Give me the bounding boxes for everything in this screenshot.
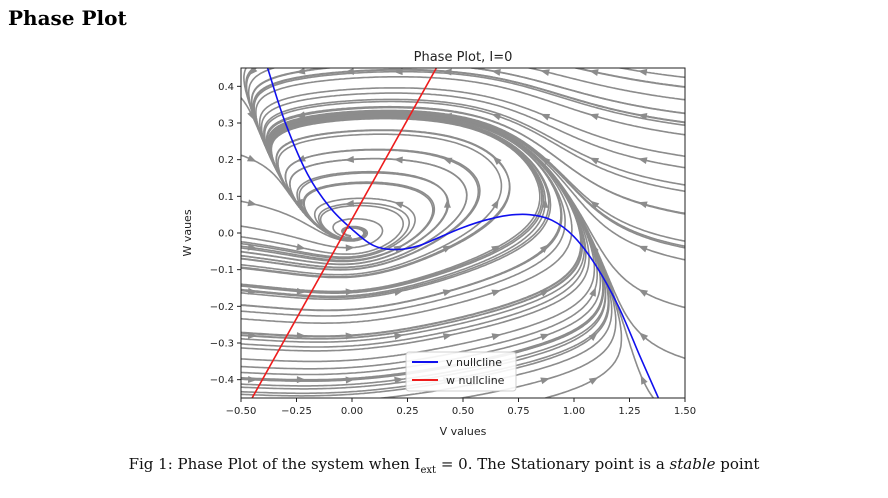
- legend-label-v-nullcline: v nullcline: [446, 356, 502, 369]
- caption-text: Fig 1: Phase Plot of the system when I: [128, 455, 421, 473]
- streamline-arrow: [588, 377, 599, 385]
- streamline-arrow: [637, 68, 648, 76]
- streamline-arrow: [345, 244, 355, 252]
- streamline-arrow: [394, 332, 404, 340]
- y-tick-label: −0.4: [210, 375, 234, 386]
- x-tick-label: 1.50: [674, 406, 696, 417]
- caption-subscript: ext: [420, 465, 437, 476]
- streamline-arrow: [590, 200, 600, 209]
- streamline-arrow: [540, 377, 550, 385]
- y-tick-label: −0.2: [210, 302, 234, 313]
- y-tick-label: −0.1: [210, 265, 234, 276]
- figure-caption: Fig 1: Phase Plot of the system when Iex…: [0, 455, 888, 476]
- streamline-arrow: [345, 376, 355, 384]
- streamline-arrow: [637, 157, 648, 165]
- streamline-arrow: [540, 69, 550, 77]
- caption-text-middle: = 0. The Stationary point is a: [436, 455, 670, 473]
- y-tick-label: 0.3: [218, 119, 234, 130]
- phase-plot-chart: Phase Plot, I=0 −0.50 −0.25 0.00 0.25 0.50 0.…: [181, 50, 696, 438]
- streamline-arrow: [442, 333, 453, 340]
- streamline-arrow: [296, 243, 306, 251]
- streamline-arrow: [589, 287, 596, 297]
- x-tick-label: 0.75: [507, 406, 529, 417]
- caption-text-suffix: point: [715, 455, 760, 473]
- x-axis-ticks: −0.50 −0.25 0.00 0.25 0.50 0.75 1.00 1.25 1.50: [226, 398, 696, 417]
- streamline-arrow: [247, 199, 257, 207]
- x-tick-label: −0.25: [281, 406, 312, 417]
- y-axis-label: W vaues: [181, 209, 194, 256]
- streamline-arrow: [638, 201, 648, 209]
- y-tick-label: 0.2: [218, 155, 234, 166]
- streamline-arrow: [248, 68, 258, 76]
- streamline-arrow: [588, 332, 598, 341]
- streamline-arrow: [491, 113, 502, 121]
- streamline-arrow: [296, 376, 306, 384]
- streamline-arrow: [639, 332, 649, 341]
- streamline-arrow: [540, 113, 551, 121]
- series-line-w-nullcline: [251, 68, 438, 398]
- streamlines: [241, 68, 685, 398]
- streamline-arrow: [541, 156, 551, 165]
- streamline-arrow: [589, 69, 599, 76]
- caption-emphasis: stable: [669, 455, 716, 473]
- streamline-arrow: [491, 333, 502, 341]
- streamline-arrow: [247, 154, 257, 162]
- streamline-arrow: [393, 289, 404, 296]
- streamline: [243, 68, 685, 241]
- x-tick-label: 1.00: [563, 406, 585, 417]
- streamline: [241, 197, 416, 260]
- streamline-arrow: [540, 333, 550, 341]
- streamline-arrow: [640, 375, 648, 385]
- streamline-arrow: [637, 112, 648, 120]
- x-tick-label: 0.50: [452, 406, 474, 417]
- y-tick-label: 0.4: [218, 82, 234, 93]
- x-axis-label: V values: [440, 425, 487, 438]
- streamline-arrow: [541, 198, 549, 208]
- page-heading: Phase Plot: [8, 6, 127, 30]
- streamline-arrow: [393, 201, 404, 209]
- legend: v nullcline w nullcline: [405, 351, 517, 392]
- streamline: [241, 202, 410, 258]
- streamline-arrow: [491, 289, 502, 297]
- x-tick-label: 0.00: [341, 406, 363, 417]
- streamline-arrow: [638, 289, 648, 297]
- series-line-v-nullcline: [266, 68, 660, 398]
- streamline-arrow: [589, 157, 600, 165]
- streamline-arrow: [491, 245, 501, 253]
- streamline-arrow: [394, 376, 404, 384]
- x-tick-label: −0.50: [226, 406, 257, 417]
- streamline-arrow: [491, 68, 501, 76]
- x-tick-label: 0.25: [396, 406, 418, 417]
- streamline-arrow: [589, 113, 599, 121]
- streamline-arrow: [492, 156, 502, 165]
- chart-title: Phase Plot, I=0: [414, 50, 513, 65]
- streamline-arrow: [539, 244, 549, 253]
- legend-label-w-nullcline: w nullcline: [446, 374, 505, 387]
- y-tick-label: 0.0: [218, 229, 234, 240]
- streamline-arrow: [344, 199, 355, 207]
- y-tick-label: −0.3: [210, 339, 234, 350]
- streamline-arrow: [539, 289, 550, 297]
- streamline-arrow: [638, 245, 648, 253]
- streamline-arrow: [345, 288, 355, 296]
- streamline-arrow: [443, 198, 451, 208]
- streamline-arrow: [442, 157, 453, 165]
- streamline-arrow: [491, 199, 499, 209]
- y-axis-ticks: −0.4 −0.3 −0.2 −0.1 0.0 0.1 0.2 0.3 0.4: [210, 82, 241, 386]
- x-tick-label: 1.25: [618, 406, 640, 417]
- y-tick-label: 0.1: [218, 192, 234, 203]
- streamline-arrow: [393, 156, 403, 164]
